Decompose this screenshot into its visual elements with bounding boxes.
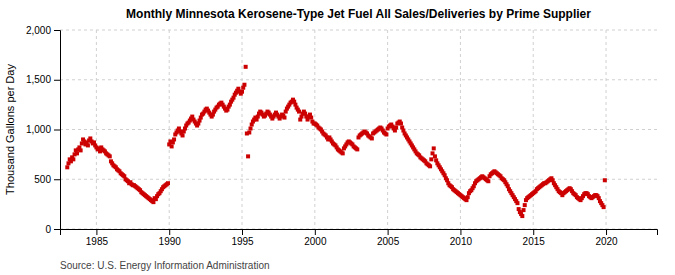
tick: 2000 (304, 229, 327, 247)
point (71, 157, 75, 161)
point (170, 144, 174, 148)
tick-label: 1,500 (26, 74, 51, 85)
tick-label: 0 (45, 224, 51, 235)
point (249, 127, 253, 131)
tick-mark (169, 229, 170, 235)
point (355, 147, 359, 151)
point (399, 122, 403, 126)
point (486, 179, 490, 183)
tick-mark (242, 229, 243, 235)
point (244, 65, 248, 69)
grid-line-x (533, 30, 534, 229)
tick-label: 1,000 (26, 124, 51, 135)
grid-line-y (60, 79, 657, 80)
point (65, 165, 69, 169)
point (428, 164, 432, 168)
tick-mark (54, 80, 60, 81)
point (515, 201, 519, 205)
points (65, 65, 607, 218)
tick-label: 2010 (450, 236, 473, 247)
tick-label: 2015 (523, 236, 546, 247)
tick-label: 2,000 (26, 25, 51, 36)
point (522, 208, 526, 212)
point (341, 151, 345, 155)
tick: 0 (45, 224, 60, 235)
tick-mark (54, 30, 60, 31)
point (247, 130, 251, 134)
tick: 1985 (86, 229, 109, 247)
point (86, 143, 90, 147)
tick-mark (96, 229, 97, 235)
tick: 1,000 (26, 124, 60, 135)
grid-line-y (60, 30, 657, 31)
point (108, 154, 112, 158)
point (603, 178, 607, 182)
tick: 2010 (450, 229, 473, 247)
tick: 2020 (595, 229, 618, 247)
tick-label: 1990 (159, 236, 182, 247)
tick: 1995 (231, 229, 254, 247)
tick-label: 1985 (86, 236, 109, 247)
tick-mark (533, 229, 534, 235)
point (384, 132, 388, 136)
axis-line (54, 31, 61, 230)
tick-label: 2020 (595, 236, 618, 247)
grid-line-y (60, 129, 657, 130)
point (240, 90, 244, 94)
point (79, 148, 83, 152)
point (172, 137, 176, 141)
tick-label: 500 (34, 174, 51, 185)
tick: 500 (34, 174, 60, 185)
axis-line (61, 230, 658, 236)
point (242, 83, 246, 87)
grid (60, 30, 657, 229)
tick-mark (315, 229, 316, 235)
tick: 2005 (377, 229, 400, 247)
title: Monthly Minnesota Kerosene-Type Jet Fuel… (126, 7, 591, 21)
tick: 1990 (159, 229, 182, 247)
point (429, 157, 433, 161)
tick-label: 1995 (231, 236, 254, 247)
tick: 2,000 (26, 25, 60, 36)
tick-mark (54, 229, 60, 230)
tick: 2015 (523, 229, 546, 247)
point (523, 203, 527, 207)
y-axis: 0 500 1,000 1,500 2,000 (26, 25, 61, 235)
source-note: Source: U.S. Energy Information Administ… (60, 260, 270, 271)
point (520, 214, 524, 218)
grid-line-y (60, 179, 657, 180)
point (246, 154, 250, 158)
point (394, 126, 398, 130)
grid-line-x (460, 30, 461, 229)
point (433, 154, 437, 158)
point (466, 195, 470, 199)
chart-svg: 1985 1990 1995 2000 2005 2010 2015 2020 0 500 1,00… (0, 0, 675, 275)
point (166, 181, 170, 185)
tick-label: 2000 (304, 236, 327, 247)
y-axis-label: Thousand Gallons per Day (4, 64, 16, 195)
tick-mark (54, 130, 60, 131)
point (309, 116, 313, 120)
point (602, 205, 606, 209)
point (370, 136, 374, 140)
point (297, 110, 301, 114)
point (282, 116, 286, 120)
x-axis: 1985 1990 1995 2000 2005 2010 2015 2020 (61, 229, 658, 247)
tick-label: 2005 (377, 236, 400, 247)
tick-mark (54, 179, 60, 180)
tick: 1,500 (26, 74, 60, 85)
tick-mark (606, 229, 607, 235)
tick-mark (388, 229, 389, 235)
point (75, 151, 79, 155)
plot-area: 1985 1990 1995 2000 2005 2010 2015 2020 0 500 1,00… (26, 25, 658, 247)
point (181, 133, 185, 137)
tick-mark (460, 229, 461, 235)
point (432, 146, 436, 150)
